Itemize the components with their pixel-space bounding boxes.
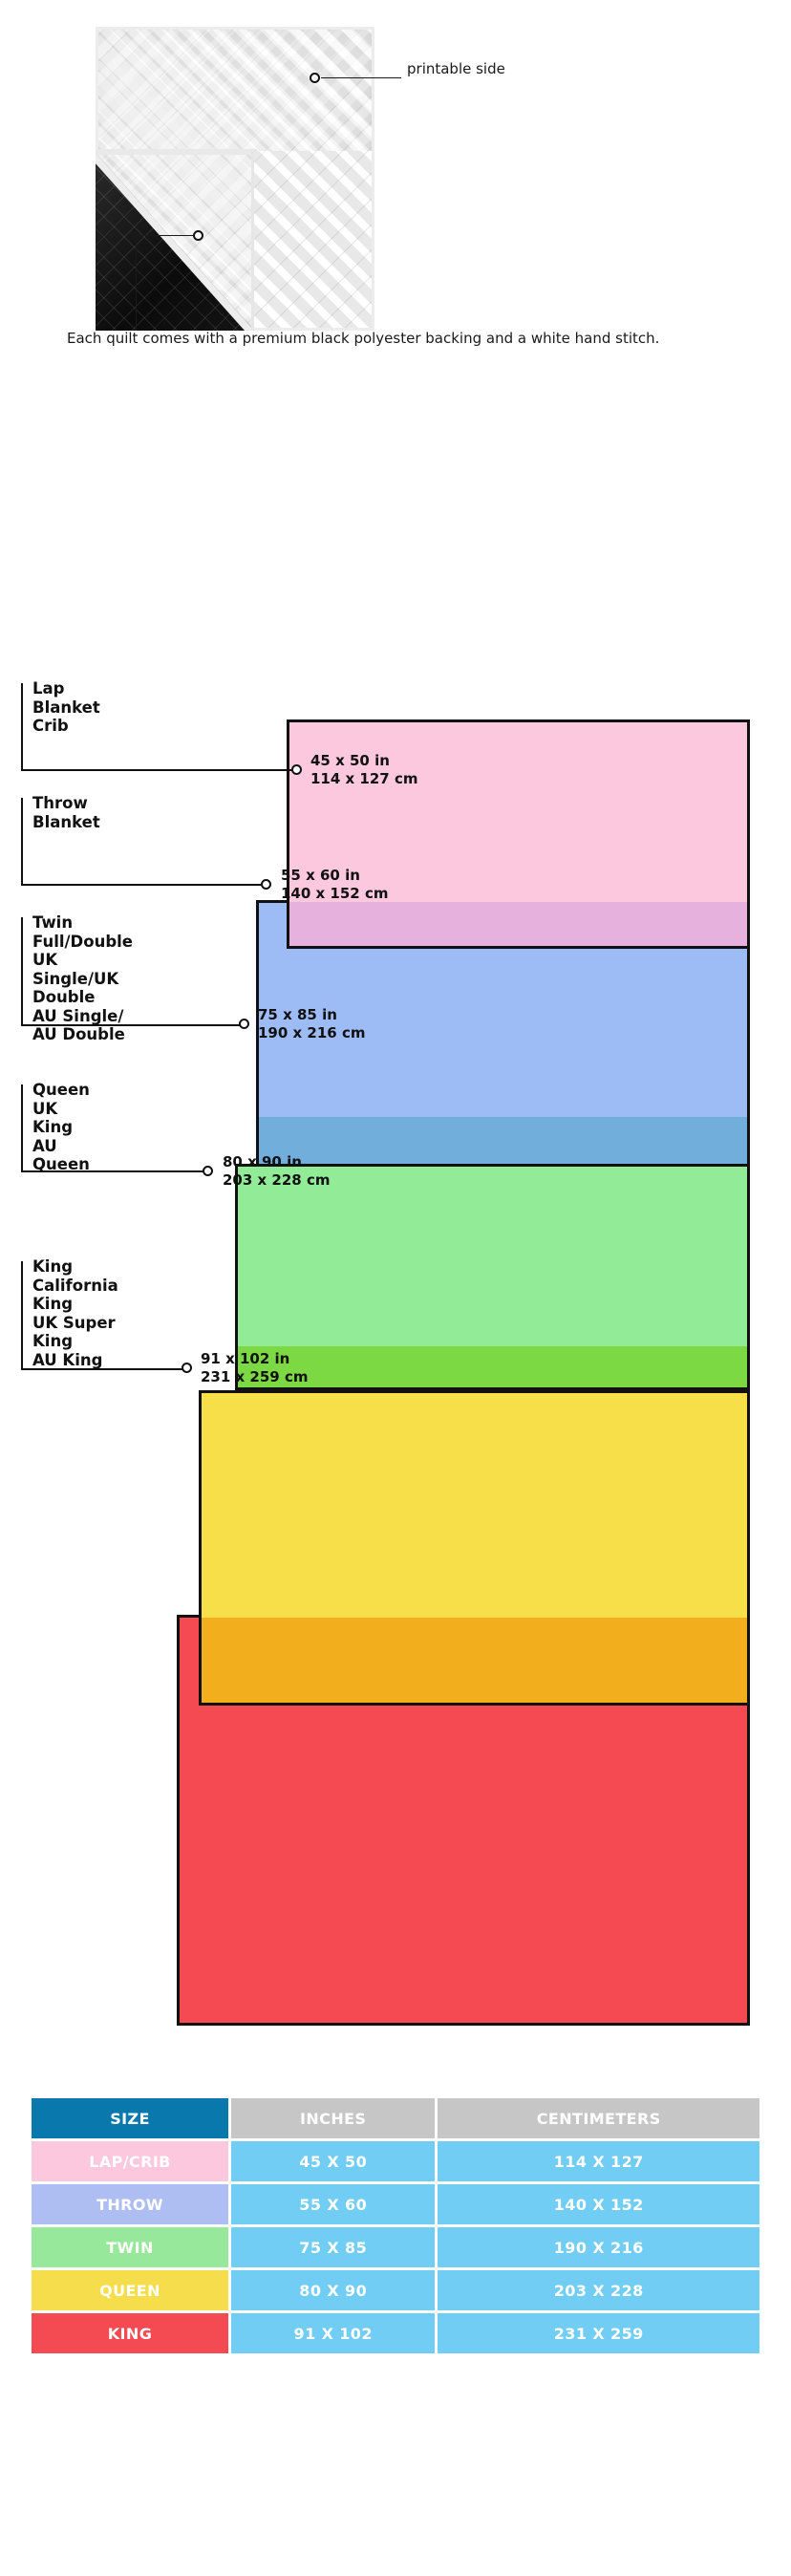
row-cm-lap-crib: 114 X 127: [438, 2141, 759, 2181]
king-label: King California King UK Super King AU Ki…: [32, 1257, 118, 1369]
hero-caption: Each quilt comes with a premium black po…: [67, 330, 660, 347]
row-size-lap-crib: LAP/CRIB: [32, 2141, 228, 2181]
queen-bracket-horizontal: [21, 1170, 204, 1172]
row-inches-lap-crib: 45 X 50: [231, 2141, 436, 2181]
twin-queen-overlap: [238, 1346, 747, 1387]
throw-bracket-horizontal: [21, 884, 267, 886]
row-size-queen: QUEEN: [32, 2270, 228, 2310]
printable-side-label: printable side: [407, 60, 505, 77]
size-rect-lap-crib: [287, 719, 750, 949]
callout-leader-line: [321, 77, 401, 78]
row-cm-twin: 190 X 216: [438, 2227, 759, 2267]
quilt-white-right-strip: [254, 151, 374, 331]
row-inches-throw: 55 X 60: [231, 2184, 436, 2224]
king-bracket-horizontal: [21, 1368, 183, 1370]
queen-dimensions: 80 x 90 in 203 x 228 cm: [223, 1153, 331, 1189]
callout-marker-icon: [310, 73, 320, 83]
row-size-twin: TWIN: [32, 2227, 228, 2267]
queen-bracket-vertical: [21, 1084, 23, 1172]
row-cm-throw: 140 X 152: [438, 2184, 759, 2224]
king-bracket-vertical: [21, 1261, 23, 1370]
size-table: SIZE INCHES CENTIMETERS LAP/CRIB 45 X 50…: [29, 2095, 762, 2356]
size-rect-queen: [199, 1390, 750, 1706]
backing-callout-marker-icon: [193, 230, 203, 241]
table-row: KING 91 X 102 231 X 259: [32, 2313, 759, 2353]
row-cm-king: 231 X 259: [438, 2313, 759, 2353]
row-inches-twin: 75 X 85: [231, 2227, 436, 2267]
quilt-hero-section: printable side Each quilt comes with a p…: [0, 0, 791, 382]
lap-throw-overlap: [289, 902, 747, 946]
twin-bracket-horizontal: [21, 1024, 241, 1026]
lap-crib-marker-icon: [291, 764, 302, 775]
backing-callout: [136, 230, 250, 348]
throw-dimensions: 55 x 60 in 140 x 152 cm: [281, 867, 389, 902]
table-header-inches: INCHES: [231, 2098, 436, 2138]
throw-blanket-label: Throw Blanket: [32, 794, 100, 831]
queen-marker-icon: [203, 1166, 213, 1176]
king-marker-icon: [182, 1363, 192, 1373]
king-dimensions: 91 x 102 in 231 x 259 cm: [201, 1350, 309, 1385]
lap-bracket-horizontal: [21, 769, 298, 771]
row-size-king: KING: [32, 2313, 228, 2353]
twin-marker-icon: [239, 1019, 249, 1029]
size-comparison-diagram: Lap Blanket Crib 45 x 50 in 114 x 127 cm…: [0, 397, 791, 2030]
twin-dimensions: 75 x 85 in 190 x 216 cm: [258, 1006, 366, 1041]
throw-twin-overlap: [259, 1117, 747, 1164]
throw-bracket-vertical: [21, 798, 23, 886]
queen-king-overlap: [202, 1618, 747, 1703]
row-inches-king: 91 X 102: [231, 2313, 436, 2353]
row-cm-queen: 203 X 228: [438, 2270, 759, 2310]
quilt-illustration: [96, 27, 374, 331]
lap-crib-dimensions: 45 x 50 in 114 x 127 cm: [310, 752, 418, 787]
row-size-throw: THROW: [32, 2184, 228, 2224]
quilt-fold-top-edge: [96, 149, 257, 155]
queen-label: Queen UK King AU Queen: [32, 1081, 90, 1173]
backing-callout-horizontal-line: [136, 235, 197, 236]
lap-crib-label: Lap Blanket Crib: [32, 679, 100, 735]
twin-label: Twin Full/Double UK Single/UK Double AU …: [32, 913, 133, 1043]
lap-bracket-vertical: [21, 683, 23, 771]
table-row: QUEEN 80 X 90 203 X 228: [32, 2270, 759, 2310]
table-header-centimeters: CENTIMETERS: [438, 2098, 759, 2138]
table-row: THROW 55 X 60 140 X 152: [32, 2184, 759, 2224]
printable-side-callout: printable side: [308, 60, 785, 118]
table-row: LAP/CRIB 45 X 50 114 X 127: [32, 2141, 759, 2181]
twin-bracket-vertical: [21, 917, 23, 1026]
size-rect-twin: [235, 1164, 750, 1390]
row-inches-queen: 80 X 90: [231, 2270, 436, 2310]
backing-callout-vertical-line: [136, 235, 137, 329]
throw-marker-icon: [261, 879, 271, 890]
table-header-size: SIZE: [32, 2098, 228, 2138]
table-header-row: SIZE INCHES CENTIMETERS: [32, 2098, 759, 2138]
table-row: TWIN 75 X 85 190 X 216: [32, 2227, 759, 2267]
